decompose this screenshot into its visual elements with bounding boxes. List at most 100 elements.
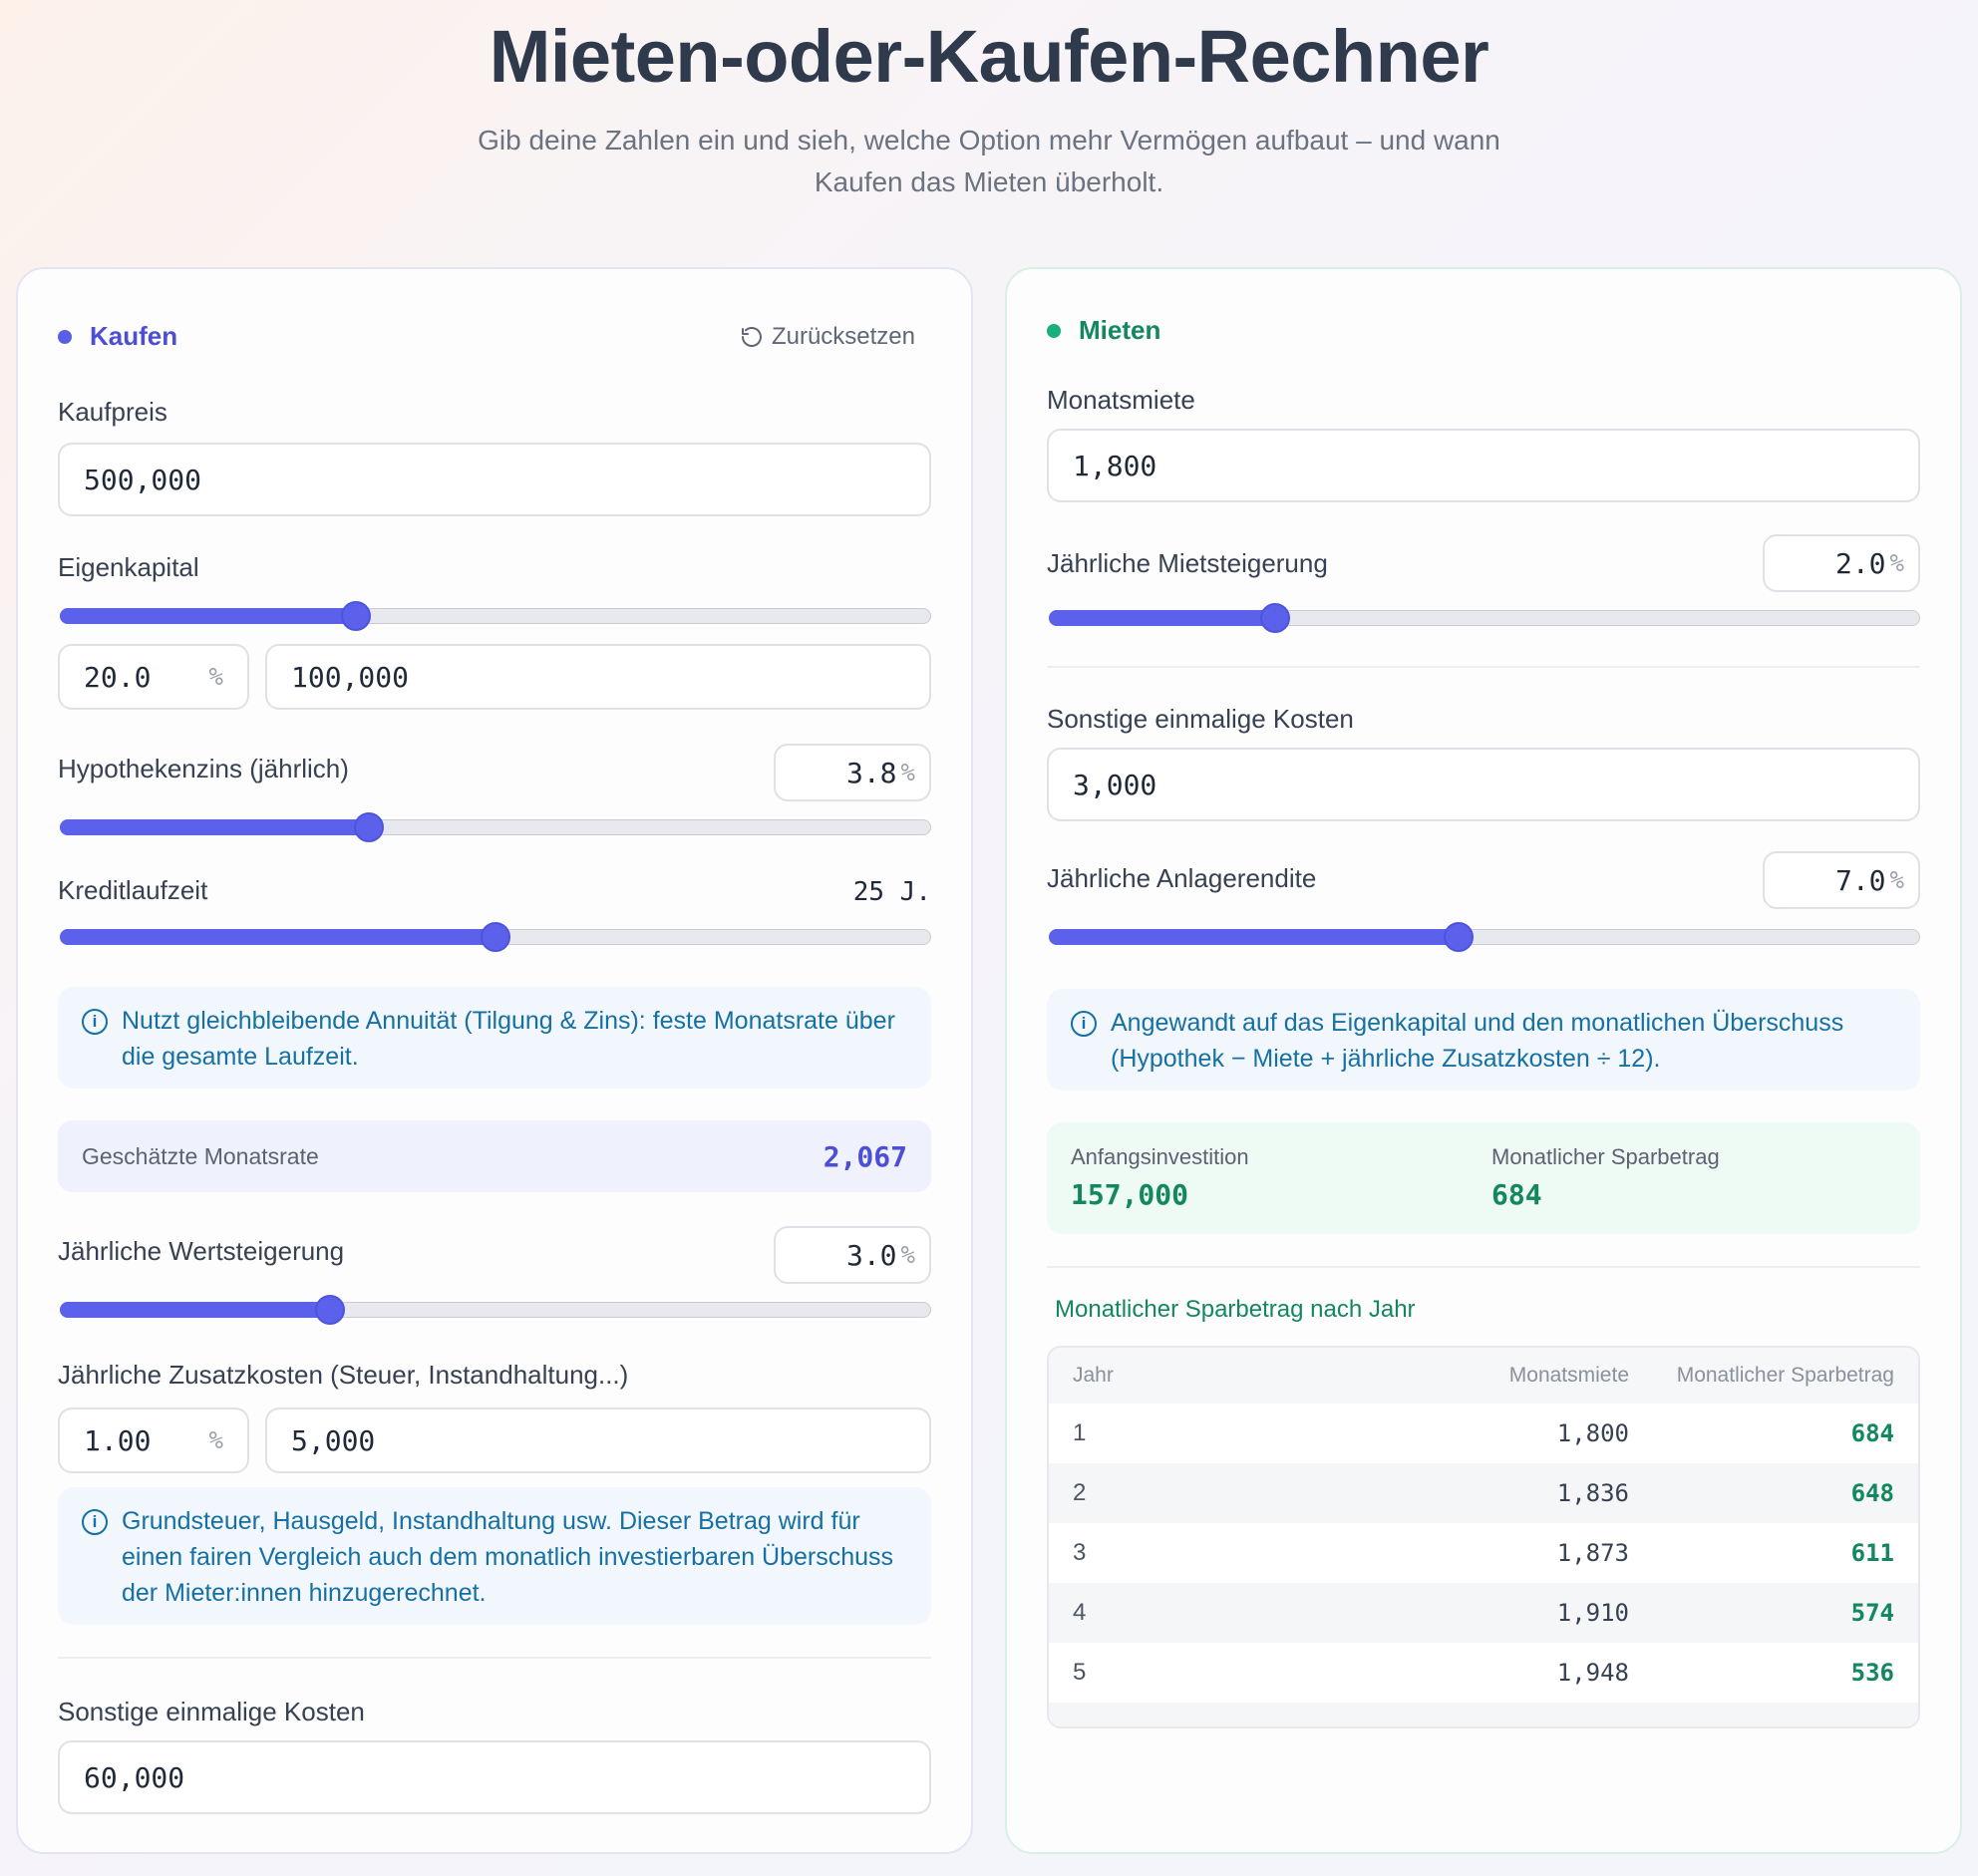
reset-button[interactable]: Zurücksetzen (740, 323, 915, 351)
buy-dot-icon (58, 329, 72, 344)
buy-one-time-costs-value: 60,000 (84, 1760, 185, 1794)
row-rent: 1,800 (1556, 1419, 1629, 1447)
interest-input[interactable]: 3.8 % (774, 744, 931, 801)
rent-one-time-costs-input[interactable]: 3,000 (1047, 748, 1920, 821)
row-savings: 684 (1850, 1419, 1894, 1447)
monthly-payment-label: Geschätzte Monatsrate (82, 1142, 319, 1169)
extra-costs-amount-value: 5,000 (291, 1423, 376, 1457)
header-savings: Monatlicher Sparbetrag (1676, 1364, 1894, 1387)
percent-symbol: % (208, 1426, 223, 1454)
savings-table-title: Monatlicher Sparbetrag nach Jahr (1055, 1296, 1416, 1323)
reset-icon (741, 327, 762, 347)
percent-symbol: % (900, 1241, 915, 1269)
table-row: 5 1,948 536 (1049, 1643, 1918, 1703)
extra-costs-percent-input[interactable]: 1.00 % (58, 1407, 249, 1473)
extra-costs-percent-value: 1.00 (84, 1423, 152, 1457)
rent-increase-value: 2.0 (1834, 546, 1886, 580)
rent-dot-icon (1047, 323, 1061, 338)
investment-return-input[interactable]: 7.0 % (1763, 851, 1920, 909)
initial-investment-label: Anfangsinvestition (1071, 1144, 1249, 1169)
monthly-rent-value: 1,800 (1073, 449, 1157, 482)
investment-return-slider[interactable] (1049, 922, 1920, 952)
row-rent: 1,836 (1556, 1479, 1629, 1507)
percent-symbol: % (208, 663, 223, 691)
percent-symbol: % (1889, 549, 1904, 577)
row-year: 2 (1073, 1479, 1087, 1506)
row-savings: 611 (1850, 1539, 1894, 1567)
row-year: 3 (1073, 1539, 1087, 1566)
down-payment-amount-value: 100,000 (291, 660, 410, 694)
annuity-info-box: i Nutzt gleichbleibende Annuität (Tilgun… (58, 987, 931, 1089)
row-savings: 536 (1850, 1659, 1894, 1687)
monthly-rent-input[interactable]: 1,800 (1047, 429, 1920, 502)
row-rent: 1,873 (1556, 1539, 1629, 1567)
purchase-price-label: Kaufpreis (58, 397, 167, 427)
percent-symbol: % (900, 759, 915, 786)
reset-label: Zurücksetzen (771, 323, 915, 350)
monthly-savings-value: 684 (1491, 1178, 1542, 1211)
return-info-box: i Angewandt auf das Eigenkapital und den… (1047, 989, 1920, 1091)
slider-thumb[interactable] (314, 1295, 345, 1325)
slider-thumb[interactable] (341, 601, 372, 631)
rent-one-time-costs-value: 3,000 (1073, 768, 1157, 801)
percent-symbol: % (1889, 866, 1904, 894)
buy-one-time-costs-input[interactable]: 60,000 (58, 1740, 931, 1814)
interest-slider[interactable] (60, 812, 931, 842)
slider-fill (1049, 929, 1459, 945)
savings-summary-box: Anfangsinvestition 157,000 Monatlicher S… (1047, 1122, 1920, 1234)
term-slider[interactable] (60, 922, 931, 952)
rent-increase-input[interactable]: 2.0 % (1763, 534, 1920, 592)
table-row: 1 1,800 684 (1049, 1404, 1918, 1463)
term-value: 25 J. (852, 877, 931, 907)
monthly-payment-box: Geschätzte Monatsrate 2,067 (58, 1120, 931, 1192)
divider (1047, 666, 1920, 668)
info-icon: i (82, 1009, 108, 1035)
extra-costs-info-box: i Grundsteuer, Hausgeld, Instandhaltung … (58, 1487, 931, 1625)
buy-section-title: Kaufen (90, 321, 178, 351)
down-payment-percent-input[interactable]: 20.0 % (58, 644, 249, 710)
extra-costs-amount-input[interactable]: 5,000 (265, 1407, 931, 1473)
purchase-price-input[interactable]: 500,000 (58, 443, 931, 516)
table-row: 3 1,873 611 (1049, 1523, 1918, 1583)
return-info-text: Angewandt auf das Eigenkapital und den m… (1111, 1009, 1844, 1073)
slider-thumb[interactable] (1260, 603, 1291, 633)
divider (58, 1657, 931, 1659)
header-rent: Monatsmiete (1508, 1364, 1629, 1387)
row-savings: 648 (1850, 1479, 1894, 1507)
interest-value: 3.8 (845, 756, 897, 789)
slider-thumb[interactable] (481, 922, 510, 952)
row-year: 5 (1073, 1659, 1087, 1686)
table-header: Jahr Monatsmiete Monatlicher Sparbetrag (1049, 1348, 1918, 1404)
slider-fill (60, 1302, 330, 1318)
slider-thumb[interactable] (354, 812, 385, 842)
down-payment-amount-input[interactable]: 100,000 (265, 644, 931, 710)
monthly-savings-label: Monatlicher Sparbetrag (1491, 1144, 1720, 1169)
interest-label: Hypothekenzins (jährlich) (58, 754, 349, 783)
slider-fill (60, 929, 495, 945)
down-payment-percent-value: 20.0 (84, 660, 152, 694)
purchase-price-value: 500,000 (84, 463, 202, 496)
table-row: 2 1,836 648 (1049, 1463, 1918, 1523)
rent-section-title: Mieten (1079, 315, 1161, 345)
extra-costs-info-text: Grundsteuer, Hausgeld, Instandhaltung us… (122, 1507, 894, 1607)
buy-card: Kaufen Zurücksetzen Kaufpreis 500,000 Ei… (16, 267, 973, 1854)
rent-increase-slider[interactable] (1049, 603, 1920, 633)
monthly-payment-value: 2,067 (823, 1139, 907, 1173)
divider (1047, 1266, 1920, 1268)
appreciation-input[interactable]: 3.0 % (774, 1226, 931, 1284)
row-rent: 1,910 (1556, 1599, 1629, 1627)
slider-fill (60, 819, 370, 835)
page-subtitle: Gib deine Zahlen ein und sieh, welche Op… (478, 125, 1500, 197)
down-payment-label: Eigenkapital (58, 552, 199, 582)
rent-card: Mieten Monatsmiete 1,800 Jährliche Miets… (1005, 267, 1962, 1854)
monthly-rent-label: Monatsmiete (1047, 385, 1195, 415)
down-payment-slider[interactable] (60, 601, 931, 631)
term-label: Kreditlaufzeit (58, 875, 208, 905)
investment-return-value: 7.0 (1834, 863, 1886, 897)
savings-table[interactable]: Jahr Monatsmiete Monatlicher Sparbetrag … (1047, 1346, 1920, 1728)
slider-thumb[interactable] (1443, 922, 1474, 952)
info-icon: i (1071, 1011, 1097, 1037)
row-year: 1 (1073, 1419, 1087, 1446)
table-row: 4 1,910 574 (1049, 1583, 1918, 1643)
appreciation-slider[interactable] (60, 1295, 931, 1325)
